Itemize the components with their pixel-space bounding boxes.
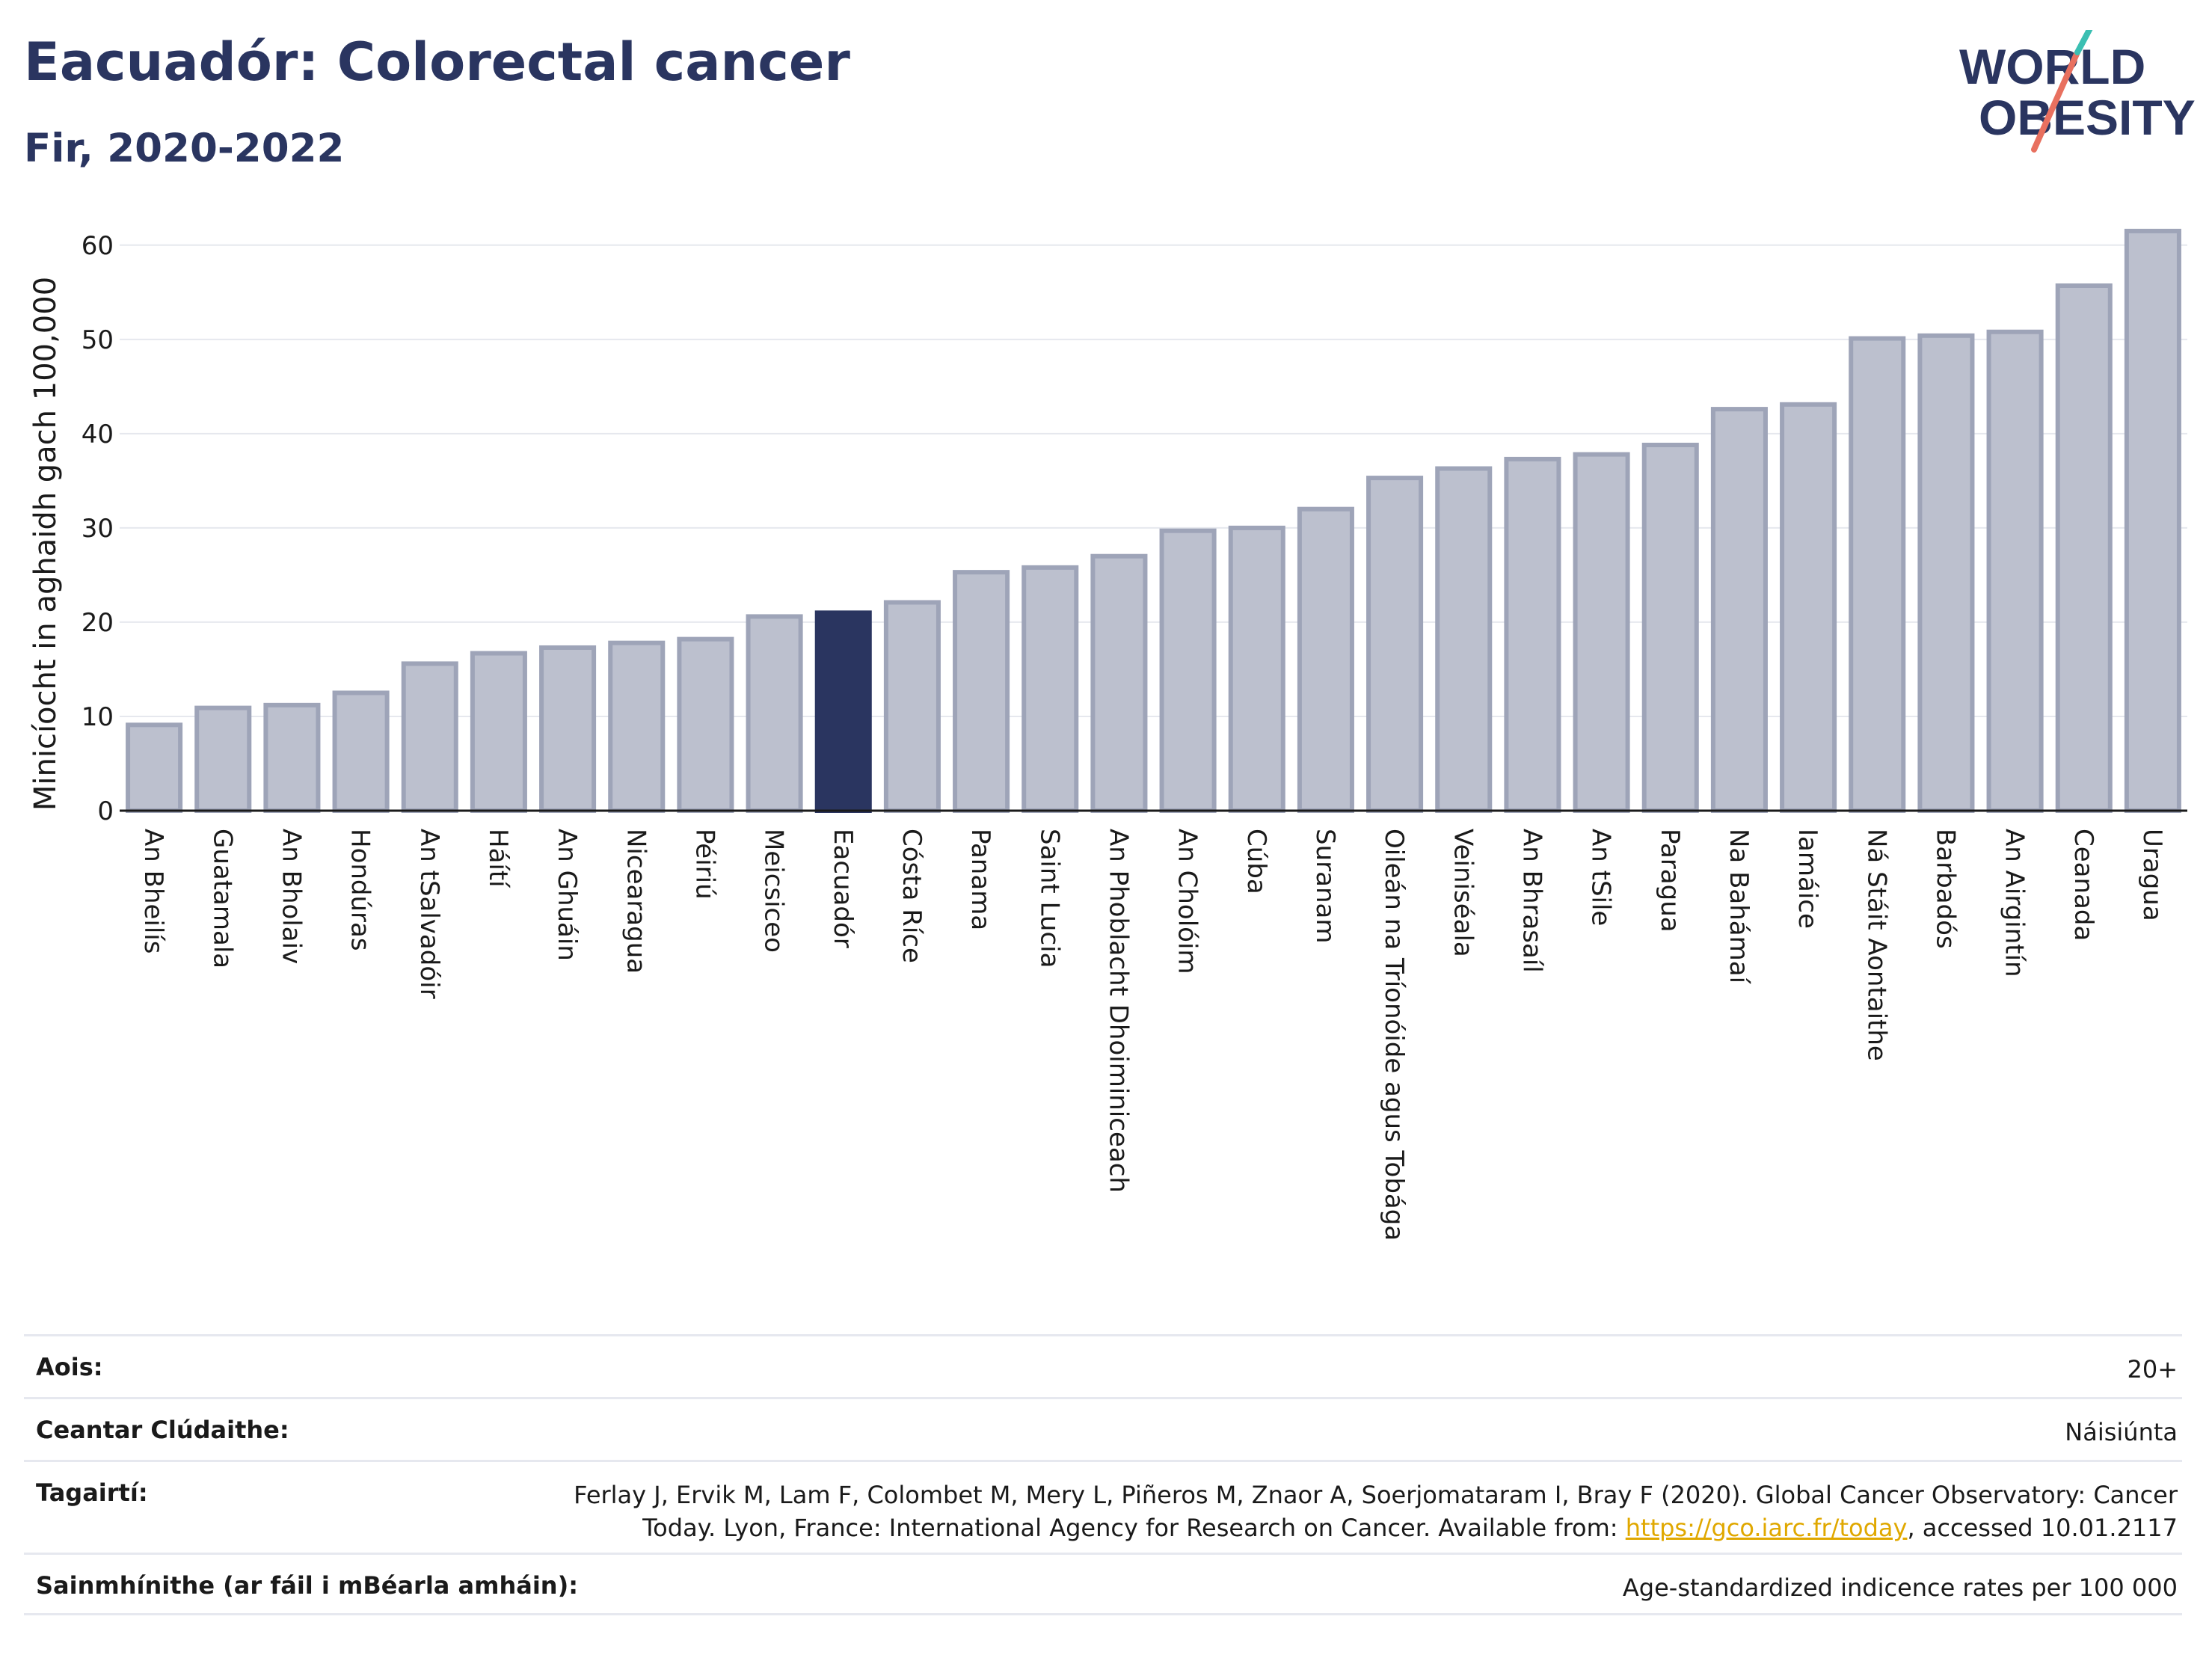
x-tick-label: Saint Lucia [1034,829,1064,968]
y-tick-label: 60 [82,231,114,261]
x-tick-label: An tSile [1586,829,1616,926]
bar [677,636,734,813]
bar [1849,336,1906,814]
x-tick-label: Eacuadór [828,829,858,948]
info-row-coverage: Ceantar Clúdaithe: Náisiúnta [24,1397,2182,1460]
reference-line-2-pre: Today. Lyon, France: International Agenc… [642,1514,1626,1542]
bar [1159,528,1217,814]
x-tick-label: Péiriú [689,829,719,900]
x-tick-label: Panama [965,829,995,930]
x-tick-label: Ceanada [2068,829,2098,941]
world-obesity-logo: WORLD OBESITY [1959,30,2196,153]
x-tick-label: An tSalvadóir [414,829,444,999]
x-tick-label: Uragua [2137,829,2167,921]
logo-text-world: WORLD [1959,39,2145,94]
x-tick-label: Meicsiceo [759,829,789,953]
x-tick-label: Nicearagua [621,829,651,974]
bar [1090,553,1148,813]
page-title: Eacuadór: Colorectal cancer [24,31,850,93]
x-tick-label: Ná Stáit Aontaithe [1861,829,1891,1061]
x-tick-label: An Phoblacht Dhoiminiceach [1103,829,1133,1193]
bar-chart: 0 10 20 30 40 50 60 Minicíocht in aghaidh gach … [28,228,2187,1241]
logo-text-obesity: OBESITY [1979,90,2196,145]
x-tick-label: Suranam [1310,829,1340,943]
bar [126,722,183,813]
y-axis-label: Minicíocht in aghaidh gach 100,000 [28,277,63,811]
bar [953,570,1010,814]
y-tick-label: 0 [97,796,114,826]
info-row-definitions: Sainmhínithe (ar fáil i mBéarla amháin):… [24,1553,2182,1615]
info-value-coverage: Náisiúnta [2065,1418,2178,1446]
bar [1366,476,1424,813]
reference-line-2: Today. Lyon, France: International Agenc… [574,1511,2178,1544]
bar [814,610,872,813]
bar [263,702,321,813]
x-tick-label: Cúba [1241,829,1271,894]
info-row-references: Tagairtí: Ferlay J, Ervik M, Lam F, Colo… [24,1460,2182,1553]
x-tick-label: Iamáice [1792,829,1822,929]
bar [883,600,941,813]
x-tick-label: Cósta Ríce [897,829,927,963]
bar [1297,506,1354,813]
x-tick-label: Veiniséala [1448,829,1478,957]
y-tick-label: 20 [82,608,114,638]
page-subtitle: Fir, 2020-2022 [24,126,345,171]
x-tick-label: An Airgintín [2000,829,2030,977]
bar [1573,452,1630,813]
x-tick-label: An Cholóim [1173,829,1202,974]
x-tick-label: An Bheilís [138,829,168,954]
reference-line-1: Ferlay J, Ervik M, Lam F, Colombet M, Me… [574,1481,2178,1509]
y-tick-label: 50 [82,325,114,355]
info-value-definitions: Age-standardized indicence rates per 100… [1622,1573,2178,1602]
x-tick-label: Guatamala [207,829,237,968]
x-tick-label: Na Bahámaí [1724,829,1754,985]
info-row-age: Aois: 20+ [24,1334,2182,1397]
x-tick-label: Paragua [1655,829,1685,933]
x-tick-label: An Bhrasaíl [1517,829,1546,973]
bar [1021,565,1079,813]
info-value-age: 20+ [2127,1355,2178,1384]
x-tick-label: Barbadós [1930,829,1960,949]
info-label-definitions: Sainmhínithe (ar fáil i mBéarla amháin): [36,1571,578,1600]
bar [1917,333,1975,813]
info-label-references: Tagairtí: [36,1479,148,1507]
info-table: Aois: 20+ Ceantar Clúdaithe: Náisiúnta T… [24,1334,2182,1615]
bar [1641,442,1699,813]
x-tick-label: Hondúras [345,829,375,951]
bar [746,614,803,813]
logo-slash-teal [2074,30,2093,55]
info-label-age: Aois: [36,1353,103,1381]
bar [2124,228,2181,813]
bar [1986,329,2044,813]
info-label-coverage: Ceantar Clúdaithe: [36,1416,289,1444]
bar [1228,525,1285,814]
bar [1435,466,1493,813]
bar [401,661,458,814]
bar [194,705,252,814]
y-tick-label: 10 [82,702,114,732]
bar [1780,402,1837,813]
info-value-references: Ferlay J, Ervik M, Lam F, Colombet M, Me… [574,1479,2178,1544]
bar [608,640,666,814]
x-tick-label: Háítí [483,829,513,888]
x-tick-label: An Bholaiv [276,829,306,964]
reference-link[interactable]: https://gco.iarc.fr/today [1625,1514,1908,1542]
bar [332,690,390,814]
bar [539,645,597,814]
logo-slash-coral [2031,49,2080,153]
bar [470,651,527,813]
x-tick-label: Oileán na Tríonóide agus Tobága [1379,829,1409,1241]
y-tick-label: 40 [82,420,114,449]
bar [2055,283,2113,813]
bar [1710,407,1768,813]
x-tick-label: An Ghuáin [552,829,582,961]
bar [1504,456,1561,814]
y-tick-label: 30 [82,514,114,544]
reference-line-2-post: , accessed 10.01.2117 [1907,1514,2178,1542]
